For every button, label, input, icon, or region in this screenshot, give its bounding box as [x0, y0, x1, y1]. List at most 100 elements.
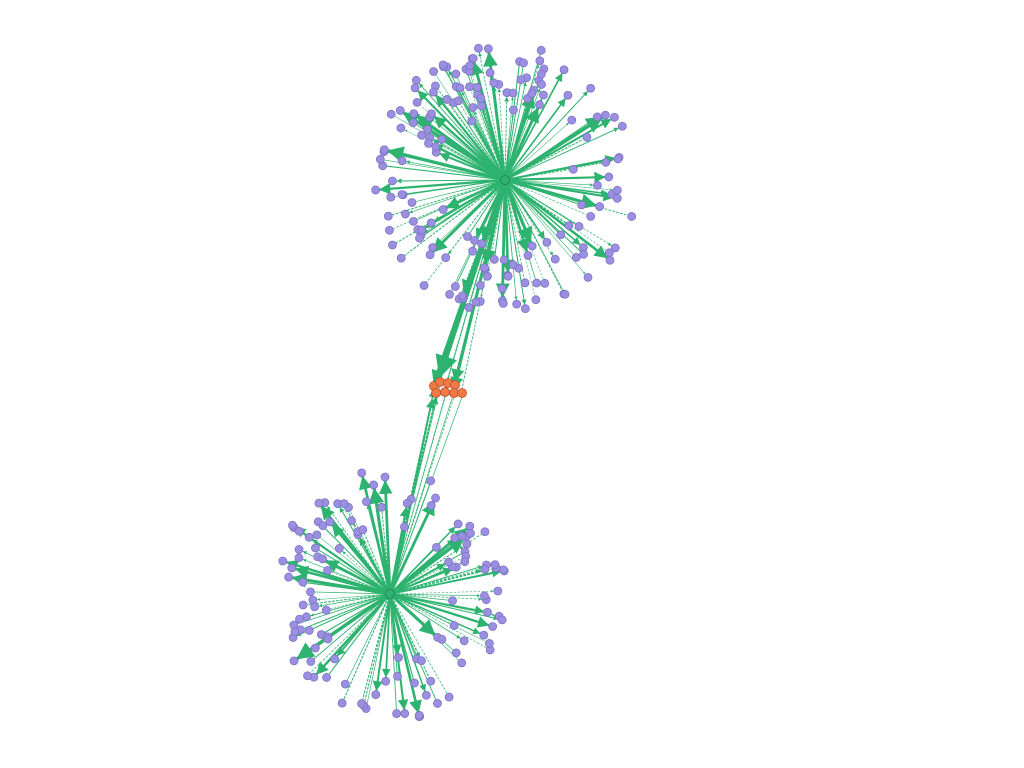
- leaf-node: [340, 679, 350, 689]
- hub-bottom-edge: [389, 593, 459, 661]
- leaf-node: [371, 690, 381, 699]
- hub-bottom-edge: [366, 505, 391, 595]
- hub-top-edge: [504, 127, 619, 181]
- hub-top-edge: [424, 179, 506, 229]
- hub-bottom-edge: [381, 511, 391, 595]
- leaf-node: [579, 249, 588, 259]
- leaf-node: [357, 699, 366, 709]
- leaf-node: [455, 83, 465, 93]
- leaf-node: [400, 209, 410, 219]
- hub-bottom-edge: [389, 589, 494, 595]
- leaf-node: [484, 639, 494, 648]
- hub-bottom-edge: [389, 593, 427, 692]
- leaf-node: [402, 498, 412, 508]
- leaf-node: [512, 299, 522, 309]
- hub-bottom-edge: [389, 593, 499, 621]
- leaf-node: [441, 253, 451, 263]
- leaf-node: [537, 80, 546, 89]
- leaf-node: [298, 600, 308, 610]
- leaf-node: [465, 521, 475, 531]
- bridge-edge-bottom: [389, 396, 455, 595]
- leaf-node: [536, 69, 546, 79]
- hub-top-edge: [504, 98, 543, 181]
- leaf-node: [451, 648, 461, 658]
- leaf-node: [489, 254, 499, 264]
- hub-bottom-edge: [389, 593, 461, 639]
- leaf-node: [605, 255, 615, 265]
- leaf-node: [480, 564, 490, 574]
- hub-bottom-edge: [389, 569, 500, 595]
- leaf-node: [485, 68, 495, 78]
- hub-bottom-edge: [320, 537, 391, 595]
- leaf-node: [388, 240, 397, 250]
- leaf-node: [386, 109, 396, 119]
- leaf-node: [444, 557, 453, 567]
- leaf-node: [476, 93, 486, 103]
- leaf-node: [429, 87, 438, 97]
- leaf-node: [314, 498, 324, 508]
- leaf-node: [457, 531, 467, 541]
- hub-bottom-edge: [389, 593, 448, 694]
- leaf-node: [438, 205, 448, 214]
- leaf-node: [358, 525, 368, 535]
- leaf-node: [294, 526, 304, 536]
- hub-top-edge: [503, 96, 533, 182]
- leaf-node: [468, 103, 478, 112]
- leaf-node: [479, 630, 489, 640]
- leaf-node: [451, 69, 461, 79]
- leaf-node: [490, 560, 500, 569]
- hub-top-edge: [439, 152, 507, 182]
- leaf-node: [383, 211, 393, 221]
- leaf-node: [539, 90, 548, 100]
- leaf-node: [550, 254, 560, 264]
- leaf-node: [488, 622, 498, 631]
- leaf-node: [559, 65, 569, 75]
- leaf-node: [604, 172, 614, 182]
- leaf-node: [464, 303, 474, 312]
- leaf-node: [499, 255, 509, 265]
- hub-bottom-edge: [389, 593, 487, 648]
- leaf-node: [321, 605, 331, 615]
- leaf-node: [417, 130, 427, 140]
- hub-top-edge: [417, 179, 506, 220]
- leaf-node: [577, 200, 587, 210]
- leaf-node: [431, 142, 441, 151]
- leaf-node: [536, 45, 546, 55]
- leaf-node: [493, 586, 503, 596]
- leaf-node: [472, 82, 482, 92]
- leaf-node: [568, 164, 578, 174]
- hub-bottom-edge: [389, 593, 481, 598]
- leaf-node: [531, 295, 541, 305]
- nodes-layer: [278, 43, 637, 722]
- leaf-node: [397, 156, 407, 166]
- hub-top-edge: [504, 179, 574, 255]
- bridge-edge-bottom: [389, 396, 463, 595]
- leaf-node: [426, 676, 436, 686]
- hub-top-edge: [501, 179, 506, 300]
- leaf-node: [396, 123, 406, 133]
- leaf-node: [582, 132, 592, 142]
- leaf-node: [449, 621, 459, 630]
- leaf-node: [450, 282, 460, 291]
- leaf-node: [497, 615, 507, 625]
- leaf-node: [463, 232, 472, 241]
- leaf-node: [412, 97, 422, 107]
- leaf-node: [395, 106, 405, 115]
- hub-top-edge: [504, 179, 525, 279]
- leaf-node: [428, 243, 438, 252]
- hub-bottom-edge: [389, 593, 414, 680]
- hub-bottom-edge: [302, 559, 391, 595]
- leaf-node: [508, 88, 518, 98]
- leaf-node: [312, 530, 322, 540]
- hub-bottom-edge: [342, 551, 391, 595]
- leaf-node: [330, 654, 339, 664]
- leaf-node: [586, 83, 596, 93]
- hub-bottom-edge: [325, 559, 392, 596]
- leaf-node: [289, 656, 299, 666]
- leaf-node: [334, 544, 344, 553]
- hub-top-edge: [437, 89, 506, 181]
- hub-bottom-edge: [325, 528, 391, 595]
- hub-bottom-edge: [303, 593, 391, 619]
- leaf-node: [417, 225, 427, 235]
- leaf-node: [523, 251, 533, 260]
